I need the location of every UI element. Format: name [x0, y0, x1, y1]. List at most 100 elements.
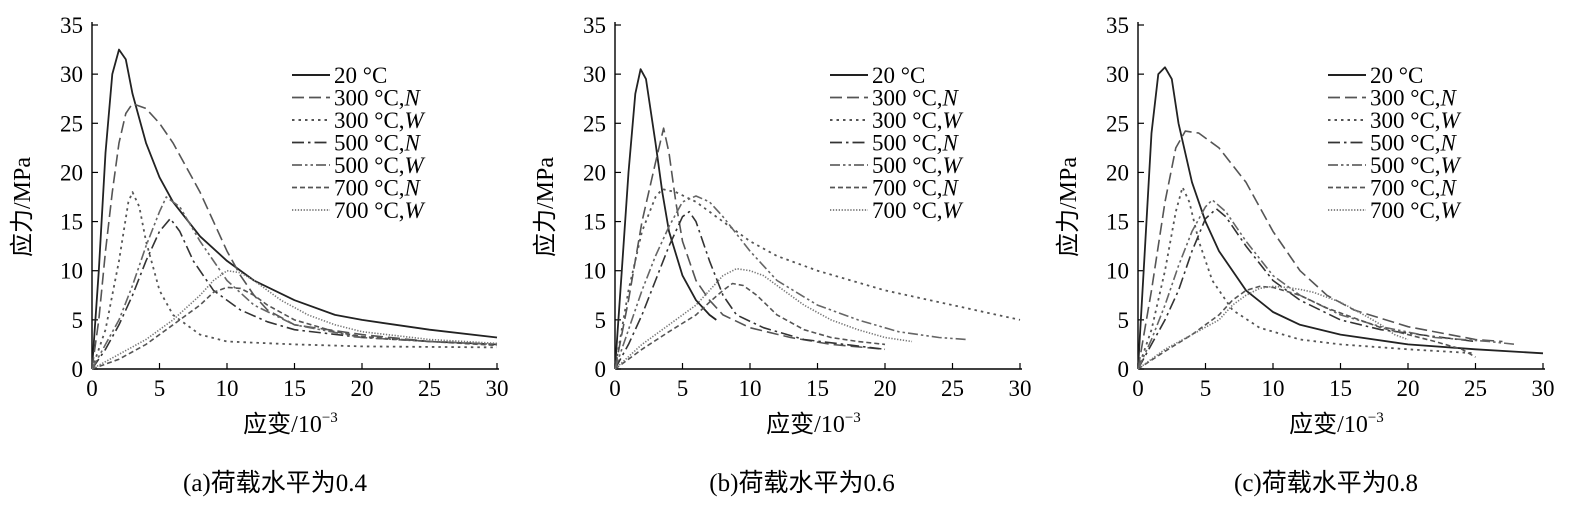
- legend-label-text: 300 °C,: [872, 86, 943, 111]
- legend-label: 500 °C,W: [334, 153, 426, 178]
- x-tick-label: 5: [1200, 376, 1212, 401]
- x-tick-label: 25: [418, 376, 441, 401]
- x-tick-label: 30: [486, 376, 509, 401]
- series-line-4: [91, 217, 498, 370]
- legend-label-text: 20 °C: [334, 63, 387, 88]
- legend-label: 300 °C,W: [872, 108, 964, 133]
- legend-label: 300 °C,N: [1370, 86, 1458, 111]
- legend-label-text: 500 °C,: [334, 131, 405, 156]
- y-tick-label: 25: [60, 111, 83, 136]
- legend-label: 300 °C,N: [872, 86, 960, 111]
- series-line-3: [91, 191, 498, 370]
- legend-label-text: 700 °C,: [1370, 176, 1441, 201]
- y-tick-label: 35: [583, 13, 606, 38]
- y-tick-label: 0: [1118, 357, 1130, 382]
- legend-label-text: 700 °C,: [334, 176, 405, 201]
- legend-label: 20 °C: [334, 63, 387, 88]
- series-line-6: [91, 286, 498, 370]
- legend-label-text: 500 °C,: [1370, 131, 1441, 156]
- x-axis-label: 应变/10−3: [243, 410, 338, 438]
- y-tick-label: 20: [60, 160, 83, 185]
- legend-label-text: 20 °C: [872, 63, 925, 88]
- legend-label-italic: N: [1440, 176, 1458, 201]
- series-line-1: [614, 68, 717, 370]
- legend-label-text: 500 °C,: [1370, 153, 1441, 178]
- legend-label: 300 °C,W: [1370, 108, 1462, 133]
- legend-label-text: 300 °C,: [1370, 108, 1441, 133]
- series-line-4: [1137, 208, 1476, 370]
- legend-label-italic: N: [404, 131, 422, 156]
- x-tick-label: 20: [874, 376, 897, 401]
- chart-panel-1: 0 5 10 15 20 25 30 0 5 10 15 20 25 30 35 应力/MPa 应变/10−3 (…: [9, 13, 509, 497]
- x-axis-label-exponent: −3: [322, 410, 338, 426]
- legend-label: 500 °C,N: [334, 131, 422, 156]
- x-tick-label: 20: [351, 376, 374, 401]
- series-line-5: [91, 196, 498, 370]
- y-tick-label: 25: [1106, 111, 1129, 136]
- y-tick-label: 10: [60, 259, 83, 284]
- x-tick-label: 15: [283, 376, 306, 401]
- x-tick-label: 0: [86, 376, 98, 401]
- legend-label-italic: W: [943, 198, 964, 223]
- y-tick-label: 10: [1106, 259, 1129, 284]
- legend-label-italic: W: [405, 153, 426, 178]
- series-line-6: [614, 282, 886, 370]
- legend-label: 300 °C,N: [334, 86, 422, 111]
- legend-label-italic: N: [942, 131, 960, 156]
- legend-label: 20 °C: [872, 63, 925, 88]
- series-line-7: [1137, 285, 1409, 370]
- legend-label-text: 300 °C,: [334, 86, 405, 111]
- legend-label-italic: N: [404, 86, 422, 111]
- x-tick-label: 0: [1132, 376, 1144, 401]
- x-tick-label: 30: [1009, 376, 1032, 401]
- x-axis-label: 应变/10−3: [766, 410, 861, 438]
- series-line-2: [614, 127, 886, 370]
- legend-label-text: 700 °C,: [872, 198, 943, 223]
- y-tick-label: 0: [595, 357, 607, 382]
- legend-label-text: 700 °C,: [1370, 198, 1441, 223]
- x-tick-label: 15: [806, 376, 829, 401]
- legend-label: 700 °C,W: [1370, 198, 1462, 223]
- series-line-3: [614, 188, 1021, 370]
- series-line-5: [1137, 199, 1517, 370]
- y-tick-label: 30: [1106, 62, 1129, 87]
- chart-panel-3: 0 5 10 15 20 25 30 0 5 10 15 20 25 30 35 应力/MPa 应变/10−3 (…: [1055, 13, 1555, 497]
- legend-label: 700 °C,N: [1370, 176, 1458, 201]
- y-tick-label: 30: [60, 62, 83, 87]
- legend-label: 700 °C,N: [872, 176, 960, 201]
- legend-label: 700 °C,W: [334, 198, 426, 223]
- y-tick-label: 15: [583, 210, 606, 235]
- series-line-1: [1137, 66, 1544, 370]
- x-tick-label: 5: [677, 376, 689, 401]
- x-axis-label-exponent: −3: [1368, 410, 1384, 426]
- legend-label-italic: N: [942, 176, 960, 201]
- y-tick-label: 25: [583, 111, 606, 136]
- series-line-1: [91, 48, 498, 370]
- y-tick-label: 10: [583, 259, 606, 284]
- y-tick-label: 15: [1106, 210, 1129, 235]
- chart-caption: (b)荷载水平为0.6: [709, 469, 894, 497]
- legend-label-italic: N: [1440, 86, 1458, 111]
- y-tick-label: 20: [583, 160, 606, 185]
- legend-label-text: 700 °C,: [872, 176, 943, 201]
- legend-label-italic: W: [943, 108, 964, 133]
- y-axis-label: 应力/MPa: [9, 157, 36, 257]
- x-tick-label: 0: [609, 376, 621, 401]
- legend-label-text: 500 °C,: [334, 153, 405, 178]
- chart-caption: (c)荷载水平为0.8: [1234, 469, 1418, 497]
- legend-label-italic: W: [1441, 108, 1462, 133]
- x-axis-label-text: 应变/10: [243, 411, 322, 438]
- x-tick-label: 5: [154, 376, 166, 401]
- legend-label-italic: W: [405, 198, 426, 223]
- legend-label-text: 300 °C,: [334, 108, 405, 133]
- y-tick-label: 0: [72, 357, 84, 382]
- y-axis-label: 应力/MPa: [532, 157, 559, 257]
- legend-label: 20 °C: [1370, 63, 1423, 88]
- series-line-6: [1137, 285, 1476, 370]
- y-tick-label: 35: [60, 13, 83, 38]
- chart-panel-2: 0 5 10 15 20 25 30 0 5 10 15 20 25 30 35 应力/MPa 应变/10−3 (…: [532, 13, 1032, 497]
- x-tick-label: 10: [739, 376, 762, 401]
